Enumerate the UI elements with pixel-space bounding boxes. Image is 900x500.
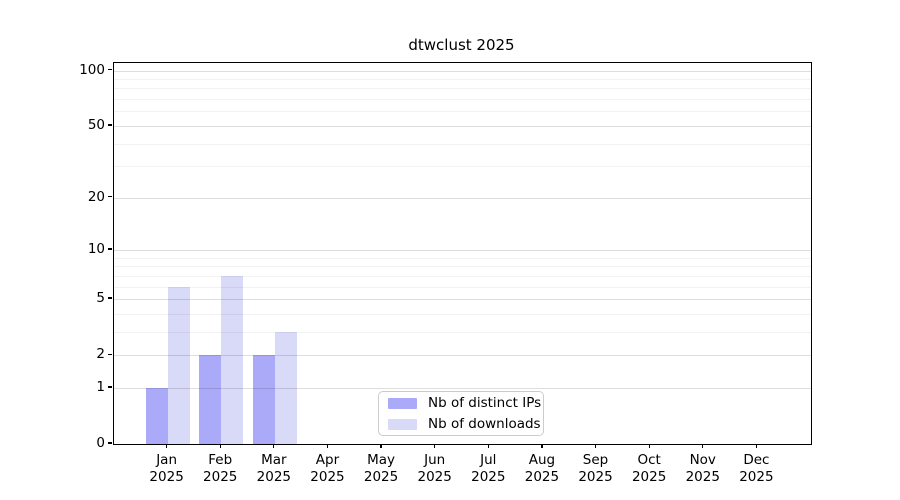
bar-nb-of-distinct-ips-feb [199,355,222,444]
x-tick-mark [273,444,275,448]
gridline-major [114,355,811,357]
legend-item-downloads: Nb of downloads [388,416,541,432]
x-tick-label: Dec 2025 [739,452,774,485]
gridline-minor [114,99,811,101]
bar-nb-of-downloads-mar [274,331,297,444]
gridline-minor [114,266,811,268]
plot-area [113,62,812,445]
y-tick-mark [108,69,112,71]
legend-swatch-downloads [388,418,417,430]
x-tick-mark [755,444,757,448]
y-tick-label: 5 [96,290,105,307]
x-tick-label: May 2025 [363,452,399,485]
x-tick-mark [166,444,168,448]
bar-nb-of-distinct-ips-mar [252,355,275,444]
gridline-minor [114,88,811,90]
x-tick-mark [702,444,704,448]
bar-nb-of-downloads-jan [167,286,190,444]
x-tick-label: Apr 2025 [310,452,345,485]
gridline-major [114,250,811,251]
y-tick-label: 1 [96,378,105,395]
legend: Nb of distinct IPs Nb of downloads [378,391,544,436]
x-tick-label: Oct 2025 [631,452,667,485]
y-tick-mark [108,442,112,444]
gridline-major [114,125,811,127]
legend-swatch-distinct-ips [388,397,417,409]
x-tick-label: Nov 2025 [685,452,720,485]
y-tick-mark [108,248,112,250]
y-tick-mark [108,196,112,198]
legend-label-downloads: Nb of downloads [428,416,541,432]
x-tick-label: Mar 2025 [256,452,292,485]
gridline-major [114,197,811,199]
x-tick-label: Sep 2025 [578,452,613,485]
y-tick-label: 0 [96,435,105,451]
x-tick-label: Jul 2025 [471,452,506,485]
gridline-major [114,299,811,301]
gridline-minor [114,275,811,277]
x-tick-mark [487,444,489,448]
x-tick-mark [380,444,382,448]
bar-nb-of-downloads-feb [221,275,244,444]
x-tick-mark [541,444,543,448]
y-tick-label: 50 [87,116,105,133]
y-tick-mark [108,353,112,355]
gridline-minor [114,313,811,315]
x-tick-label: Aug 2025 [524,452,560,485]
gridline-minor [114,166,811,168]
bar-nb-of-distinct-ips-jan [145,387,168,444]
x-tick-mark [326,444,329,448]
x-tick-label: Feb 2025 [203,452,238,485]
y-tick-mark [108,297,112,299]
gridline-major [114,70,811,72]
x-tick-mark [219,444,221,448]
y-tick-label: 2 [96,346,105,363]
y-tick-mark [108,124,112,126]
x-tick-mark [434,444,436,448]
y-tick-mark [108,386,112,388]
gridline-minor [114,257,811,259]
gridline-minor [114,286,811,288]
x-tick-mark [648,444,650,448]
chart-title: dtwclust 2025 [408,36,515,54]
y-tick-label: 20 [87,188,105,205]
x-tick-mark [594,444,597,448]
gridline-minor [114,143,811,145]
legend-item-distinct-ips: Nb of distinct IPs [388,395,541,411]
gridline-minor [114,331,811,333]
gridline-minor [114,111,811,113]
gridline-minor [114,79,811,81]
gridline-major [114,387,811,389]
x-tick-label: Jun 2025 [417,452,452,485]
x-tick-label: Jan 2025 [149,452,184,485]
y-tick-label: 10 [87,241,105,257]
y-tick-label: 100 [79,61,105,78]
legend-label-distinct-ips: Nb of distinct IPs [428,395,542,411]
